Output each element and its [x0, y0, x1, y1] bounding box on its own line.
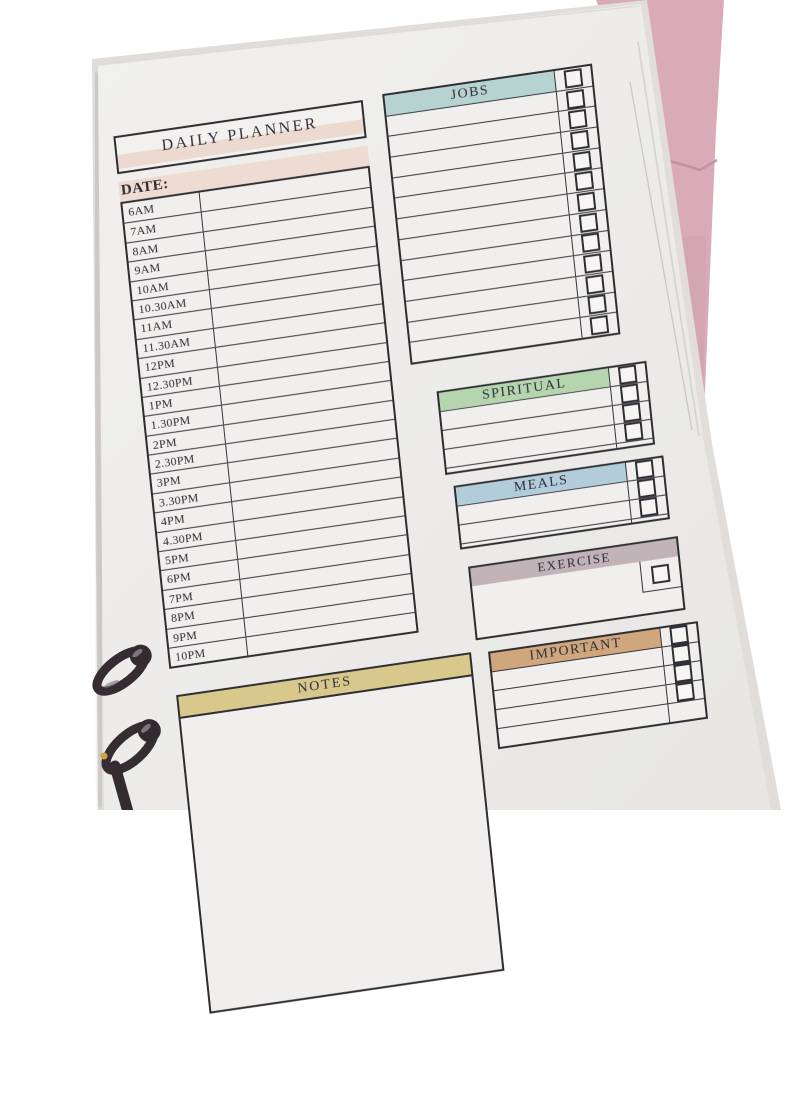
checkbox: [567, 109, 588, 130]
checkbox: [589, 315, 610, 336]
notes-section: NOTES: [176, 652, 505, 1014]
notes-label: NOTES: [296, 673, 353, 697]
planner-page: DAILY PLANNER DATE: 6AM 7AM 8AM 9AM 10AM 10.3…: [100, 10, 810, 1100]
meals-section: MEALS: [453, 455, 670, 550]
checkbox: [585, 273, 605, 295]
checkbox: [578, 212, 599, 233]
checkbox: [572, 150, 592, 171]
time-table: 6AM 7AM 8AM 9AM 10AM 10.30AM 11AM 11.30AM 12PM 12…: [120, 165, 419, 670]
checkbox: [650, 563, 671, 585]
daily-planner-table: DAILY PLANNER DATE: 6AM 7AM 8AM 9AM 10AM 10.3…: [113, 100, 419, 670]
checkbox: [576, 191, 597, 213]
exercise-checkbox-cell: [639, 556, 682, 593]
notes-header-band: NOTES: [178, 654, 472, 719]
exercise-section: EXERCISE: [468, 536, 686, 641]
checkbox: [580, 232, 601, 254]
checkbox-cell: [579, 312, 619, 338]
spiritual-section: SPIRITUAL: [436, 360, 656, 476]
checkbox: [565, 88, 586, 110]
jobs-section: JOBS: [382, 63, 621, 365]
photo-scene: DAILY PLANNER DATE: 6AM 7AM 8AM 9AM 10AM 10.3…: [92, 0, 781, 1014]
binder-ring: [100, 719, 161, 810]
checkbox: [574, 170, 595, 192]
checkbox: [563, 67, 584, 89]
checkbox: [570, 129, 590, 151]
binder-ring: [92, 644, 152, 696]
checkbox: [587, 294, 608, 315]
checkbox-cell: [667, 699, 706, 723]
important-section: IMPORTANT: [488, 621, 709, 750]
checkbox: [583, 253, 603, 274]
